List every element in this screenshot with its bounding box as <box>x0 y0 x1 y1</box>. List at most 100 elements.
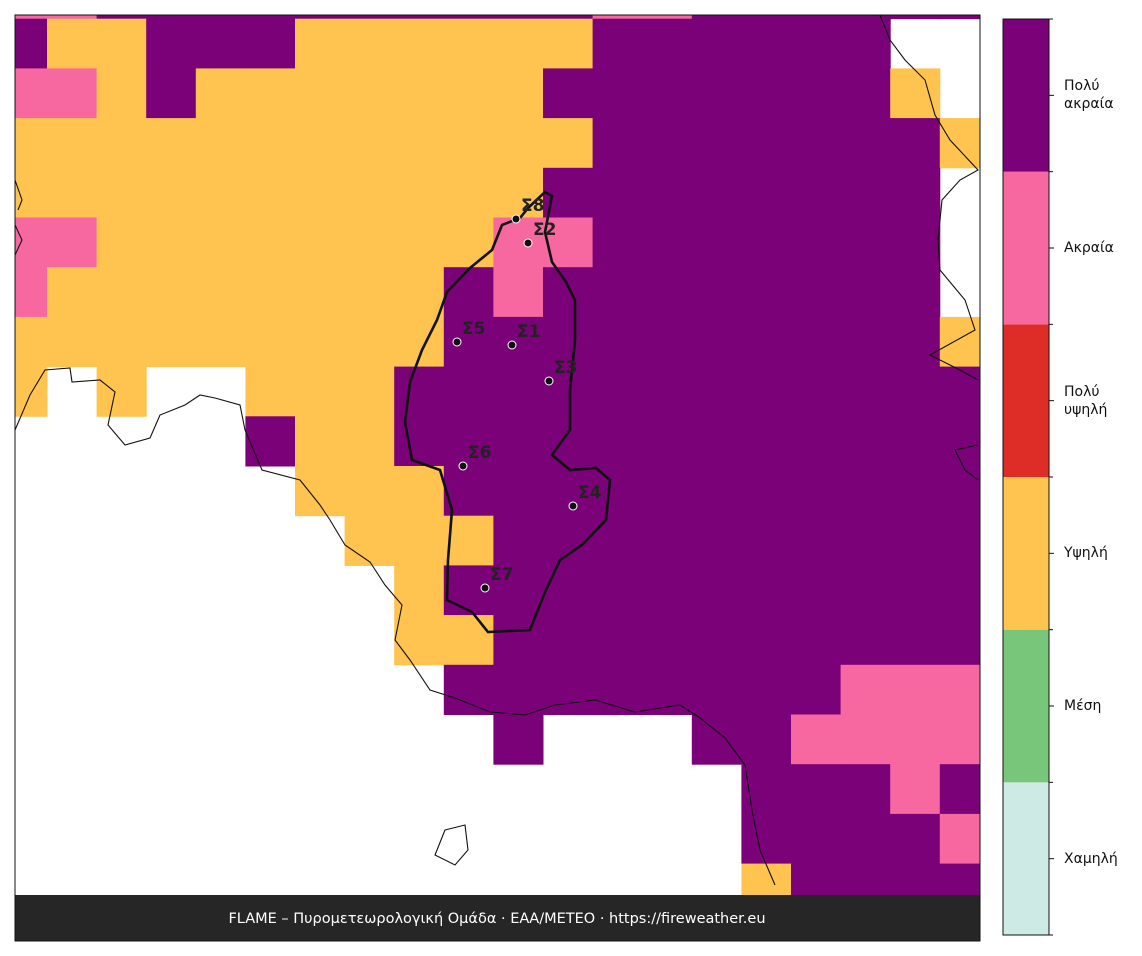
grid-cell <box>791 18 842 69</box>
colorbar-swatch <box>1003 324 1049 477</box>
grid-cell <box>791 615 842 666</box>
grid-cell <box>195 167 246 218</box>
station-marker <box>507 340 517 350</box>
grid-cell <box>543 167 594 218</box>
grid-cell <box>394 515 445 566</box>
grid-cell <box>245 167 296 218</box>
grid-cell <box>195 68 246 119</box>
grid-cell <box>344 267 395 318</box>
grid-cell <box>791 316 842 368</box>
colorbar-swatch <box>1003 171 1049 325</box>
grid-cell <box>245 366 296 417</box>
grid-cell <box>890 118 941 169</box>
grid-cell <box>791 118 842 169</box>
grid-cell <box>195 15 246 20</box>
station-marker <box>480 583 490 593</box>
station-label: Σ6 <box>468 443 491 463</box>
grid-cell <box>592 15 643 20</box>
grid-cell <box>394 366 445 417</box>
station-marker <box>458 461 468 471</box>
grid-cell <box>592 416 643 467</box>
grid-cell <box>245 18 296 69</box>
grid-cell <box>543 664 594 715</box>
coastline <box>15 15 979 886</box>
grid-cell <box>691 466 742 517</box>
grid-cell <box>394 466 445 517</box>
grid-cell <box>15 267 48 318</box>
colorbar-swatch <box>1003 782 1049 935</box>
grid-cell <box>543 615 594 666</box>
grid-cell <box>592 366 643 417</box>
grid-cell <box>791 565 842 616</box>
grid-cell <box>493 118 544 169</box>
grid-cell <box>592 18 643 69</box>
grid-cell <box>691 167 742 218</box>
grid-cell <box>394 18 445 69</box>
grid-cell <box>443 68 494 119</box>
grid-cell <box>245 118 296 169</box>
grid-cell <box>840 416 891 467</box>
grid-cell <box>741 615 792 666</box>
grid-cell <box>47 167 98 218</box>
grid-cell <box>47 118 98 169</box>
grid-cell <box>642 217 693 268</box>
grid-cell <box>741 15 792 20</box>
grid-cell <box>195 267 246 318</box>
grid-cell <box>791 813 842 865</box>
grid-cell <box>394 267 445 318</box>
station-label: Σ2 <box>533 220 556 240</box>
grid-cell <box>592 515 643 566</box>
grid-cell <box>15 167 48 218</box>
grid <box>15 15 980 914</box>
grid-cell <box>890 416 941 467</box>
grid-cell <box>394 615 445 666</box>
grid-cell <box>493 714 544 765</box>
grid-cell <box>840 366 891 417</box>
grid-cell <box>245 267 296 318</box>
grid-cell <box>146 316 197 368</box>
grid-cell <box>15 68 48 119</box>
grid-cell <box>295 366 346 417</box>
station-marker <box>523 238 533 248</box>
grid-cell <box>592 217 643 268</box>
grid-cell <box>592 167 643 218</box>
grid-cell <box>443 167 494 218</box>
station-label: Σ4 <box>578 483 602 503</box>
grid-cell <box>939 466 980 517</box>
grid-cell <box>890 217 941 268</box>
grid-cell <box>295 68 346 119</box>
grid-cell <box>146 18 197 69</box>
grid-cell <box>840 118 891 169</box>
grid-cell <box>791 416 842 467</box>
grid-cell <box>791 714 842 765</box>
grid-cell <box>344 15 395 20</box>
grid-cell <box>840 466 891 517</box>
grid-cell <box>47 316 98 368</box>
grid-cell <box>890 813 941 865</box>
grid-cell <box>344 167 395 218</box>
grid-cell <box>741 764 792 815</box>
grid-cell <box>840 714 891 765</box>
grid-cell <box>592 664 643 715</box>
station-label: Σ3 <box>554 358 577 378</box>
grid-cell <box>394 167 445 218</box>
grid-cell <box>791 267 842 318</box>
grid-cell <box>146 68 197 119</box>
grid-cell <box>493 267 544 318</box>
grid-cell <box>96 15 147 20</box>
grid-cell <box>443 118 494 169</box>
legend-label: Μέση <box>1064 698 1102 714</box>
grid-cell <box>741 714 792 765</box>
grid-cell <box>493 615 544 666</box>
grid-cell <box>939 118 980 169</box>
grid-cell <box>543 267 594 318</box>
grid-cell <box>691 316 742 368</box>
grid-cell <box>443 217 494 268</box>
legend-label: Ακραία <box>1064 240 1114 256</box>
grid-cell <box>96 366 147 417</box>
grid-cell <box>592 615 643 666</box>
grid-cell <box>840 515 891 566</box>
grid-cell <box>741 217 792 268</box>
grid-cell <box>791 217 842 268</box>
grid-cell <box>840 615 891 666</box>
